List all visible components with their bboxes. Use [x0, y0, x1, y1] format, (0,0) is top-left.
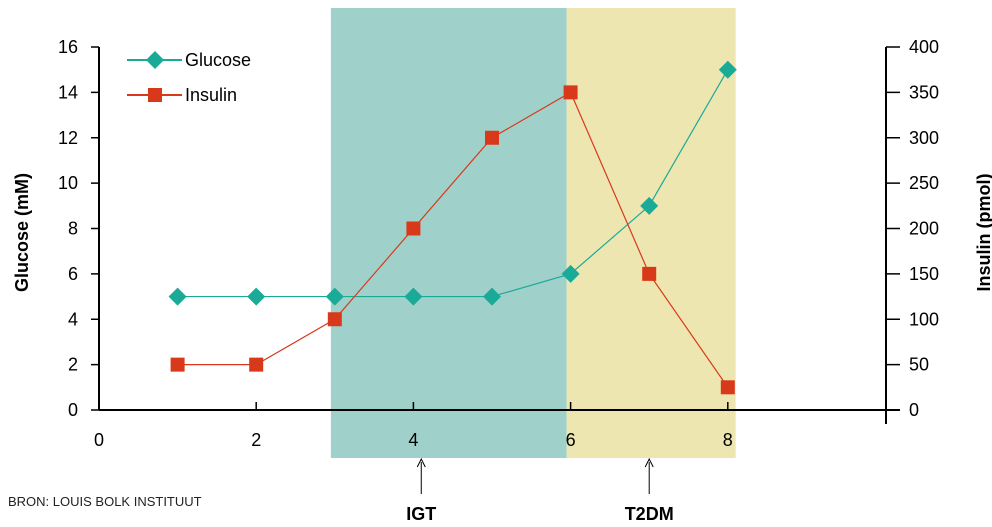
region-label-t2dm: T2DM — [625, 504, 674, 524]
y-right-tick-label: 400 — [909, 37, 939, 57]
region-arrowhead-igt — [416, 457, 426, 468]
region-arrowhead-t2dm — [644, 457, 654, 468]
y-right-tick-label: 250 — [909, 173, 939, 193]
region-t2dm — [566, 8, 736, 458]
insulin-point — [563, 85, 578, 100]
y-right-axis-title: Insulin (pmol) — [974, 174, 992, 292]
glucose-point — [404, 287, 423, 306]
glucose-point — [640, 196, 659, 215]
legend: Glucose Insulin — [127, 50, 251, 105]
y-left-tick-label: 14 — [58, 82, 78, 102]
legend-marker-insulin — [148, 88, 162, 102]
x-tick-label: 8 — [723, 430, 733, 450]
insulin-point — [642, 266, 657, 281]
x-tick-label: 6 — [566, 430, 576, 450]
insulin-point — [249, 357, 264, 372]
glucose-line — [177, 69, 729, 298]
y-left-tick-label: 16 — [58, 37, 78, 57]
insulin-point — [406, 221, 421, 236]
y-right-tick-label: 50 — [909, 355, 929, 375]
y-left-tick-label: 4 — [68, 309, 78, 329]
x-tick-label: 2 — [251, 430, 261, 450]
source-note: BRON: LOUIS BOLK INSTITUUT — [8, 494, 202, 509]
glucose-point — [325, 287, 344, 306]
y-right-tick-label: 200 — [909, 219, 939, 239]
insulin-line — [177, 91, 729, 388]
glucose-point — [718, 60, 737, 79]
y-right-tick-label: 100 — [909, 309, 939, 329]
legend-label-glucose: Glucose — [185, 50, 251, 70]
y-left-tick-label: 8 — [68, 219, 78, 239]
region-igt — [330, 8, 567, 458]
y-left-tick-label: 6 — [68, 264, 78, 284]
insulin-point — [720, 380, 735, 395]
insulin-point — [485, 130, 499, 145]
x-tick-label: 4 — [408, 430, 418, 450]
y-right-tick-label: 300 — [909, 128, 939, 148]
insulin-point — [170, 357, 185, 372]
y-right-tick-label: 350 — [909, 82, 939, 102]
glucose-point — [168, 287, 187, 306]
insulin-point — [327, 312, 342, 327]
shaded-regions: IGT T2DM — [330, 8, 736, 524]
legend-label-insulin: Insulin — [185, 85, 237, 105]
glucose-point — [483, 287, 501, 306]
y-left-tick-label: 0 — [68, 400, 78, 420]
y-left-tick-label: 10 — [58, 173, 78, 193]
axes: 0 2 4 6 8 10 12 14 16 0 50 100 150 200 250 300 350 400 0 2 4… — [12, 37, 992, 450]
y-left-tick-label: 12 — [58, 128, 78, 148]
y-left-tick-label: 2 — [68, 355, 78, 375]
x-tick-label: 0 — [94, 430, 104, 450]
y-right-tick-label: 0 — [909, 400, 919, 420]
glucose-point — [247, 287, 266, 306]
region-label-igt: IGT — [406, 504, 436, 524]
glucose-point — [561, 264, 580, 283]
legend-marker-glucose — [146, 51, 164, 69]
y-left-axis-title: Glucose (mM) — [12, 173, 32, 292]
data-series — [168, 60, 737, 395]
y-right-tick-label: 150 — [909, 264, 939, 284]
